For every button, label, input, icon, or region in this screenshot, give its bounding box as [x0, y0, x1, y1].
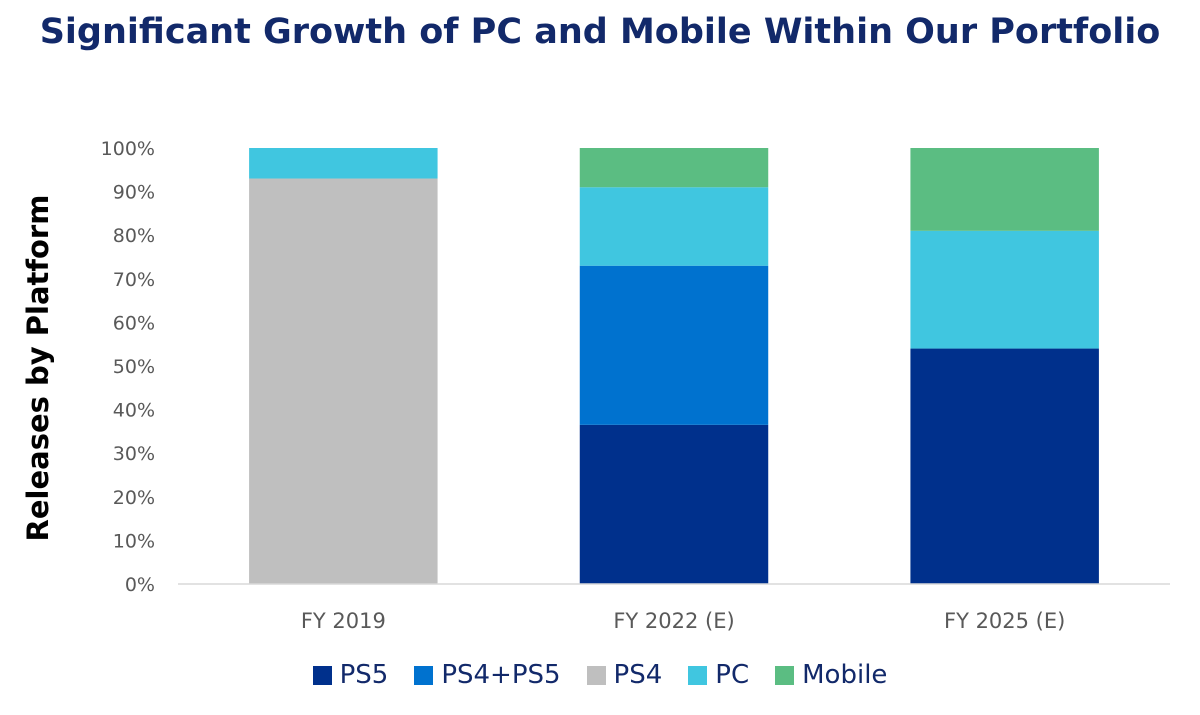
bar-segment-mobile — [579, 148, 769, 188]
bar-segment-ps4-ps5 — [579, 265, 769, 425]
y-tick-label: 50% — [113, 356, 155, 378]
legend-item: Mobile — [775, 660, 887, 690]
y-tick-label: 10% — [113, 530, 155, 552]
legend-label: PS4 — [613, 660, 663, 690]
legend-swatch — [688, 665, 708, 685]
legend: PS5 PS4+PS5 PS4 PC Mobile — [0, 660, 1200, 690]
bar-segment-ps5 — [579, 424, 769, 584]
legend-item: PC — [688, 660, 749, 690]
legend-swatch — [586, 665, 606, 685]
y-tick-label: 80% — [113, 225, 155, 247]
legend-item: PS4 — [586, 660, 663, 690]
legend-item: PS4+PS5 — [414, 660, 561, 690]
bar-segment-pc — [910, 230, 1099, 349]
y-tick-label: 90% — [113, 182, 155, 204]
bar-segment-ps4 — [249, 178, 438, 584]
x-tick-label: FY 2019 — [301, 609, 386, 633]
y-tick-label: 0% — [125, 574, 155, 596]
legend-label: PS5 — [339, 660, 389, 690]
x-tick-label: FY 2025 (E) — [944, 609, 1065, 633]
y-tick-label: 100% — [101, 138, 155, 160]
legend-label: Mobile — [802, 660, 888, 690]
y-axis-tick-labels: 0% 10% 20% 30% 40% 50% 60% 70% 80% 90% 100% — [101, 138, 155, 596]
bar-segment-pc — [579, 187, 769, 266]
y-tick-label: 70% — [113, 269, 155, 291]
legend-item: PS5 — [312, 660, 389, 690]
bar-segment-mobile — [910, 148, 1099, 231]
legend-swatch — [312, 665, 332, 685]
legend-label: PS4+PS5 — [441, 660, 561, 690]
y-tick-label: 60% — [113, 312, 155, 334]
x-tick-label: FY 2022 (E) — [613, 609, 734, 633]
legend-swatch — [775, 665, 795, 685]
legend-label: PC — [715, 660, 750, 690]
y-tick-label: 20% — [113, 487, 155, 509]
y-tick-label: 40% — [113, 400, 155, 422]
bars — [249, 148, 1099, 584]
x-axis-tick-labels: FY 2019 FY 2022 (E) FY 2025 (E) — [301, 609, 1066, 633]
bar-segment-pc — [249, 148, 438, 179]
legend-swatch — [414, 665, 434, 685]
y-tick-label: 30% — [113, 443, 155, 465]
bar-segment-ps5 — [910, 348, 1099, 584]
y-axis-label: Releases by Platform — [21, 195, 55, 542]
chart-title: Significant Growth of PC and Mobile With… — [39, 12, 1161, 52]
